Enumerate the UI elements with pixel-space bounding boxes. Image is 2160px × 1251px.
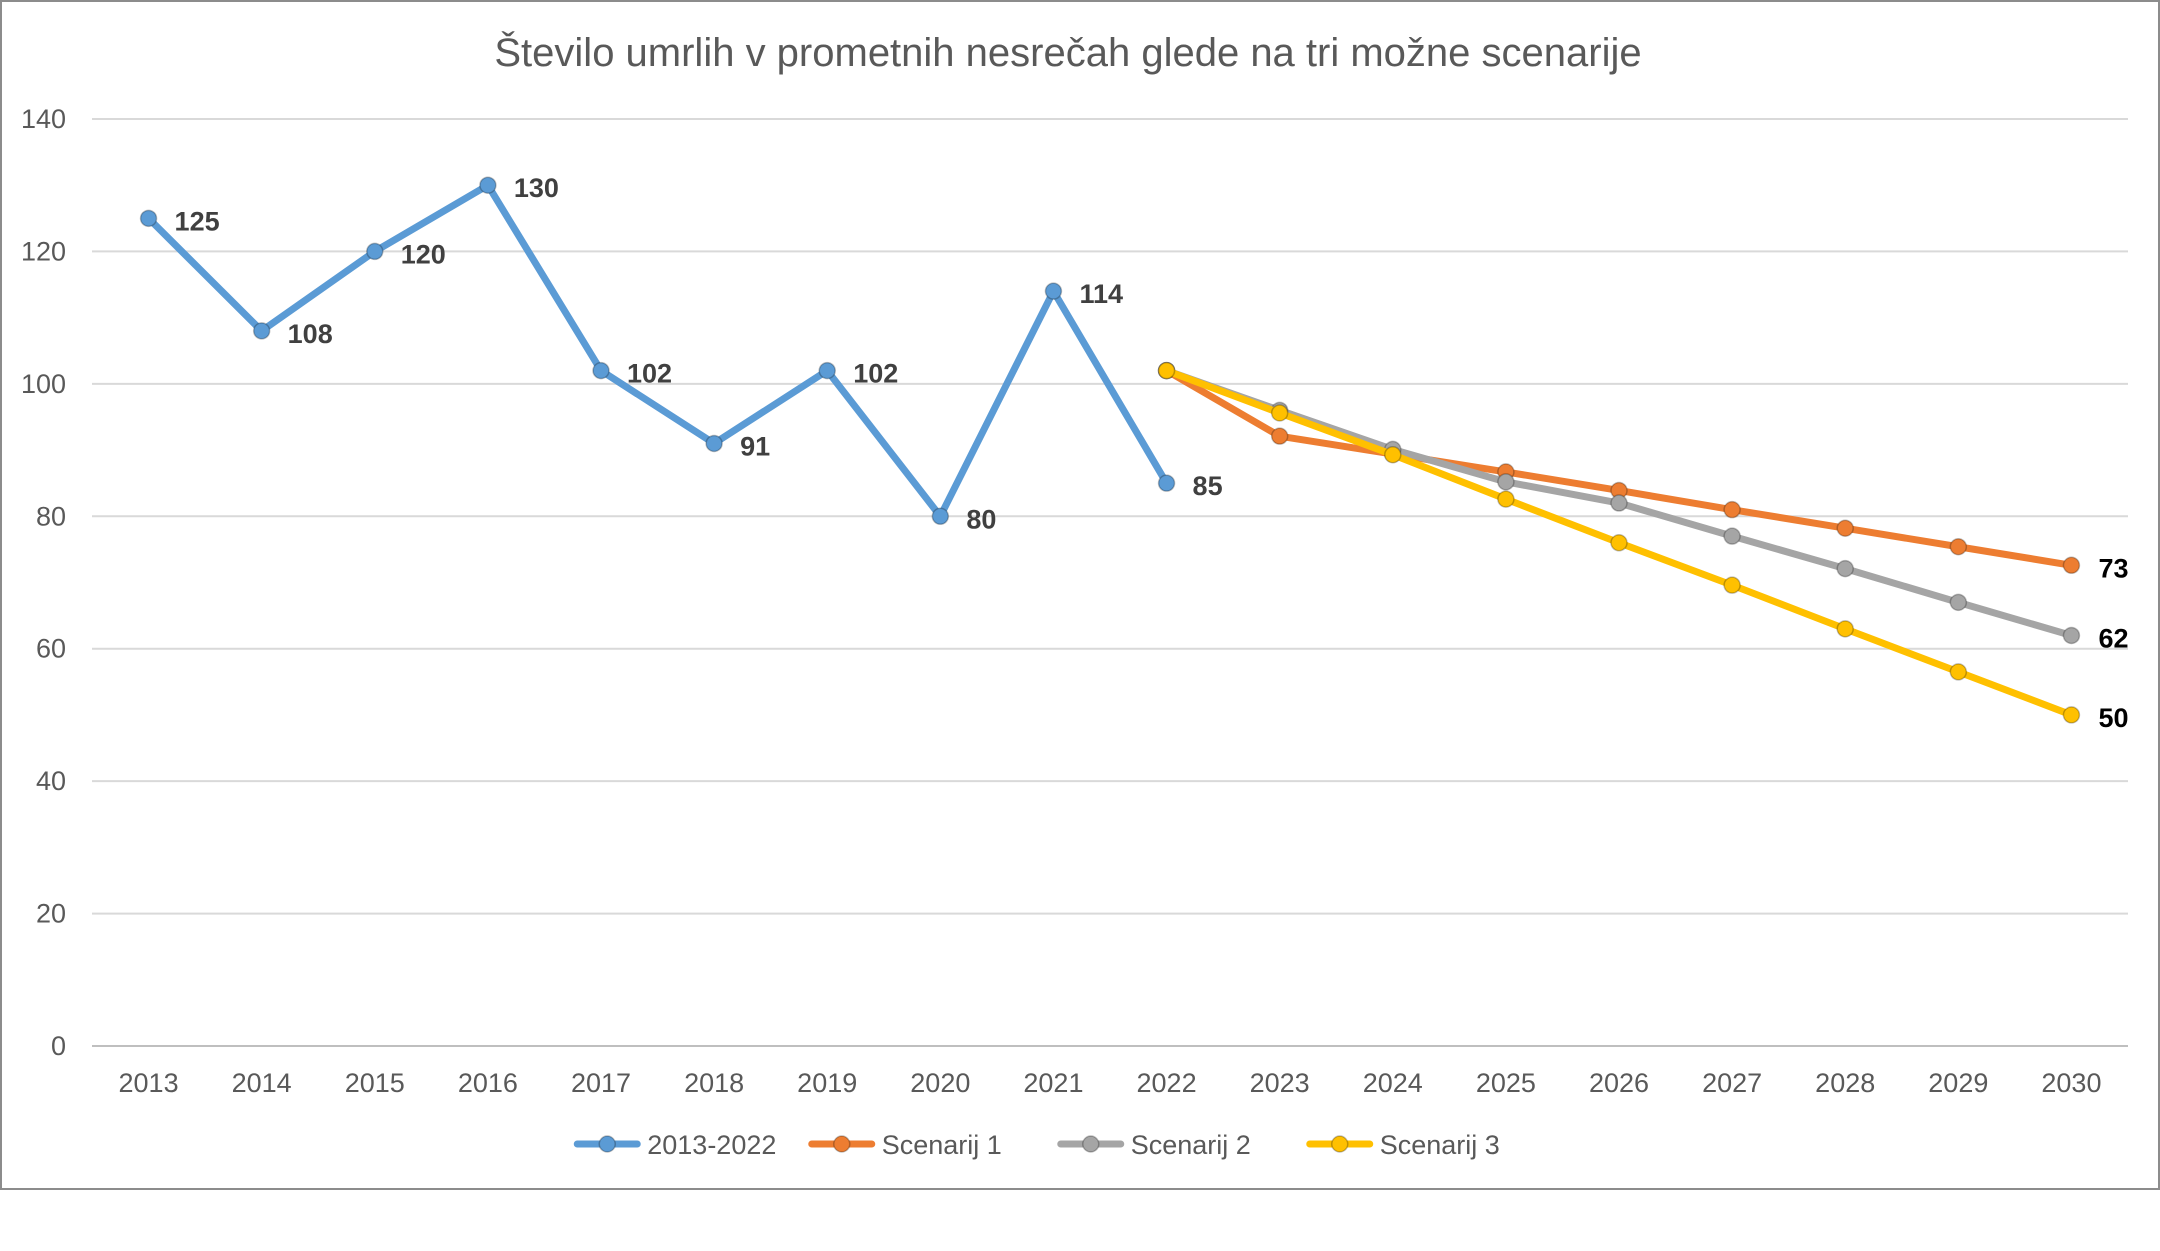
y-tick-label: 20 xyxy=(36,899,66,929)
data-label: 102 xyxy=(853,359,898,389)
y-tick-label: 140 xyxy=(21,104,66,134)
legend-swatch-marker xyxy=(1082,1135,1100,1153)
data-label: 73 xyxy=(2098,553,2128,583)
data-label: 62 xyxy=(2098,623,2128,653)
data-label: 125 xyxy=(175,206,220,236)
data-point xyxy=(931,507,950,526)
chart-title: Število umrlih v prometnih nesrečah gled… xyxy=(494,30,1641,75)
data-point xyxy=(1610,534,1628,552)
x-tick-label: 2025 xyxy=(1476,1068,1536,1098)
legend-swatch-marker xyxy=(1331,1135,1349,1153)
data-point xyxy=(1949,593,1968,612)
data-point xyxy=(1497,490,1515,508)
data-label: 85 xyxy=(1193,471,1223,501)
series-layer xyxy=(139,176,2081,724)
x-tick-label: 2030 xyxy=(2041,1068,2101,1098)
series-2013-2022 xyxy=(139,176,1176,526)
x-tick-label: 2015 xyxy=(345,1068,405,1098)
x-tick-label: 2016 xyxy=(458,1068,518,1098)
x-tick-label: 2029 xyxy=(1928,1068,1988,1098)
data-label: 91 xyxy=(740,431,770,461)
data-label: 50 xyxy=(2098,703,2128,733)
data-point xyxy=(2062,626,2081,645)
line-chart: Število umrlih v prometnih nesrečah gled… xyxy=(21,30,2129,1160)
x-tick-label: 2014 xyxy=(232,1068,292,1098)
data-point xyxy=(1949,663,1968,681)
data-point xyxy=(1723,500,1741,519)
data-point xyxy=(1270,427,1289,445)
data-point xyxy=(1497,473,1515,491)
data-point xyxy=(1949,537,1968,556)
data-point xyxy=(1270,404,1289,422)
data-point xyxy=(1723,576,1741,594)
legend-item-scenarij-2: Scenarij 2 xyxy=(1057,1130,1251,1160)
data-point xyxy=(1836,620,1854,638)
data-point xyxy=(1610,494,1628,512)
legend-label: 2013-2022 xyxy=(647,1130,776,1160)
data-label: 120 xyxy=(401,239,446,269)
data-point xyxy=(818,361,836,380)
legend-item-scenarij-3: Scenarij 3 xyxy=(1306,1130,1500,1160)
data-point xyxy=(479,176,497,194)
data-point xyxy=(1384,445,1402,464)
data-point xyxy=(139,209,158,228)
data-label: 108 xyxy=(288,319,333,349)
chart-frame: Število umrlih v prometnih nesrečah gled… xyxy=(0,0,2160,1190)
data-point xyxy=(252,322,271,340)
data-labels: 125 108 120 130 102 91 102 80 114 85 73 62 50 xyxy=(175,173,2129,733)
x-tick-label: 2018 xyxy=(684,1068,744,1098)
x-tick-label: 2027 xyxy=(1702,1068,1762,1098)
x-tick-label: 2024 xyxy=(1363,1068,1423,1098)
legend-label: Scenarij 1 xyxy=(882,1130,1002,1160)
data-point xyxy=(1723,527,1741,545)
data-point xyxy=(1157,361,1176,380)
series-scenarij-2 xyxy=(1157,361,2081,645)
x-tick-label: 2020 xyxy=(910,1068,970,1098)
x-tick-label: 2021 xyxy=(1023,1068,1083,1098)
legend-swatch-marker xyxy=(598,1135,616,1153)
data-label: 80 xyxy=(966,504,996,534)
series-line-2013-2022 xyxy=(145,181,1171,520)
legend: 2013-2022 Scenarij 1 Scenarij 2 Scenarij 3 xyxy=(573,1130,1500,1160)
legend-item-2013-2022: 2013-2022 xyxy=(573,1130,776,1160)
x-tick-label: 2028 xyxy=(1815,1068,1875,1098)
data-label: 130 xyxy=(514,173,559,203)
legend-label: Scenarij 3 xyxy=(1380,1130,1500,1160)
data-label: 102 xyxy=(627,359,672,389)
x-axis-ticks: 2013 2014 2015 2016 2017 2018 2019 2020 2021 2022… xyxy=(119,1068,2102,1098)
x-tick-label: 2019 xyxy=(797,1068,857,1098)
legend-label: Scenarij 2 xyxy=(1131,1130,1251,1160)
x-tick-label: 2022 xyxy=(1137,1068,1197,1098)
x-tick-label: 2026 xyxy=(1589,1068,1649,1098)
y-tick-label: 40 xyxy=(36,766,66,796)
series-scenarij-3 xyxy=(1157,361,2081,724)
data-point xyxy=(1836,519,1854,537)
y-tick-label: 0 xyxy=(51,1031,66,1061)
data-point xyxy=(2062,706,2081,724)
y-axis-ticks: 0 20 40 60 80 100 120 140 xyxy=(21,104,66,1061)
data-point xyxy=(1157,474,1176,492)
y-tick-label: 60 xyxy=(36,634,66,664)
data-point xyxy=(1044,282,1063,300)
legend-swatch-marker xyxy=(833,1135,851,1153)
data-label: 114 xyxy=(1079,279,1123,309)
x-tick-label: 2013 xyxy=(119,1068,179,1098)
gridlines xyxy=(92,118,2128,1047)
legend-item-scenarij-1: Scenarij 1 xyxy=(808,1130,1002,1160)
y-tick-label: 120 xyxy=(21,236,66,266)
data-point xyxy=(592,361,610,380)
data-point xyxy=(705,434,723,453)
data-point xyxy=(366,242,384,261)
y-tick-label: 80 xyxy=(36,501,66,531)
y-tick-label: 100 xyxy=(21,369,66,399)
data-point xyxy=(2062,556,2081,575)
x-tick-label: 2017 xyxy=(571,1068,631,1098)
data-point xyxy=(1836,559,1854,578)
x-tick-label: 2023 xyxy=(1250,1068,1310,1098)
